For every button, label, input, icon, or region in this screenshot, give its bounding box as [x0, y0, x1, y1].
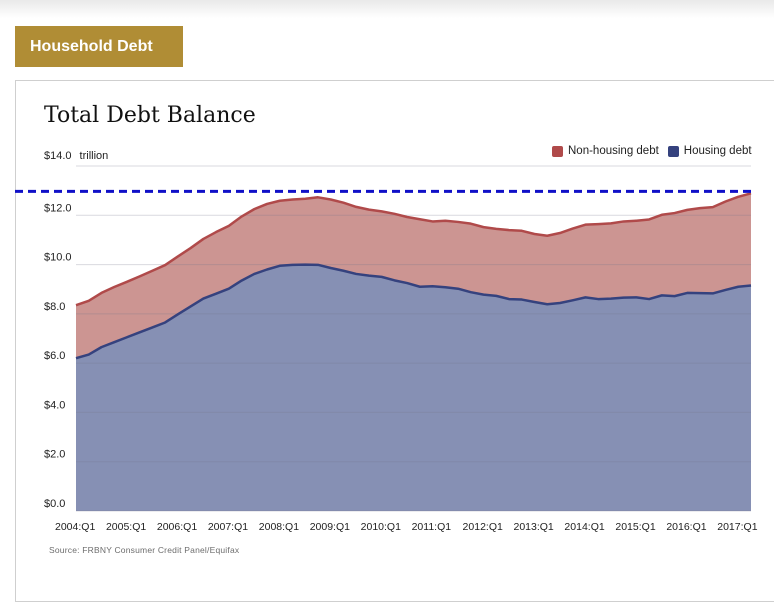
- y-tick-label: $12.0: [44, 202, 72, 214]
- legend-item-nonhousing[interactable]: Non-housing debt: [552, 145, 659, 157]
- x-tick-label: 2015:Q1: [615, 521, 655, 533]
- y-tick-top: $14.0: [44, 150, 72, 162]
- x-tick-label: 2014:Q1: [564, 521, 604, 533]
- section-tag: Household Debt: [15, 26, 183, 67]
- legend-label-nonhousing: Non-housing debt: [568, 145, 659, 157]
- chart-title: Total Debt Balance: [44, 103, 256, 128]
- x-tick-label: 2005:Q1: [106, 521, 146, 533]
- legend-label-housing: Housing debt: [683, 145, 752, 157]
- x-tick-label: 2006:Q1: [157, 521, 197, 533]
- x-tick-label: 2017:Q1: [717, 521, 757, 533]
- legend-swatch-nonhousing: [552, 145, 563, 157]
- x-tick-label: 2012:Q1: [463, 521, 503, 533]
- legend-item-housing[interactable]: Housing debt: [667, 145, 752, 157]
- y-tick-label: $4.0: [44, 399, 65, 411]
- x-tick-label: 2004:Q1: [55, 521, 95, 533]
- line-housing-debt: [75, 263, 752, 360]
- x-tick-label: 2016:Q1: [666, 521, 706, 533]
- y-tick-label: $2.0: [44, 449, 65, 461]
- line-total-debt: [75, 192, 752, 307]
- x-tick-label: 2008:Q1: [259, 521, 299, 533]
- x-tick-label: 2011:Q1: [412, 521, 452, 533]
- source-note: Source: FRBNY Consumer Credit Panel/Equi…: [49, 545, 240, 555]
- y-tick-label: $6.0: [44, 350, 65, 362]
- area-housing: [76, 264, 751, 511]
- y-unit-label: $14.0 trillion: [44, 150, 108, 162]
- y-tick-label: $0.0: [44, 498, 65, 510]
- area-chart: $0.0 $2.0 $4.0 $6.0 $8.0 $10.0 $12.0 2004:Q1 200…: [15, 165, 758, 533]
- top-fade-bar: [0, 0, 774, 18]
- y-tick-label: $8.0: [44, 301, 65, 313]
- x-tick-label: 2009:Q1: [310, 521, 350, 533]
- x-tick-label: 2007:Q1: [208, 521, 248, 533]
- legend: Non-housing debt Housing debt: [552, 145, 752, 157]
- x-tick-label: 2013:Q1: [513, 521, 553, 533]
- area-nonhousing: [76, 193, 751, 359]
- y-tick-label: $10.0: [44, 252, 72, 264]
- legend-swatch-housing: [667, 145, 679, 157]
- x-tick-label: 2010:Q1: [361, 521, 401, 533]
- unit-text: trillion: [79, 150, 109, 162]
